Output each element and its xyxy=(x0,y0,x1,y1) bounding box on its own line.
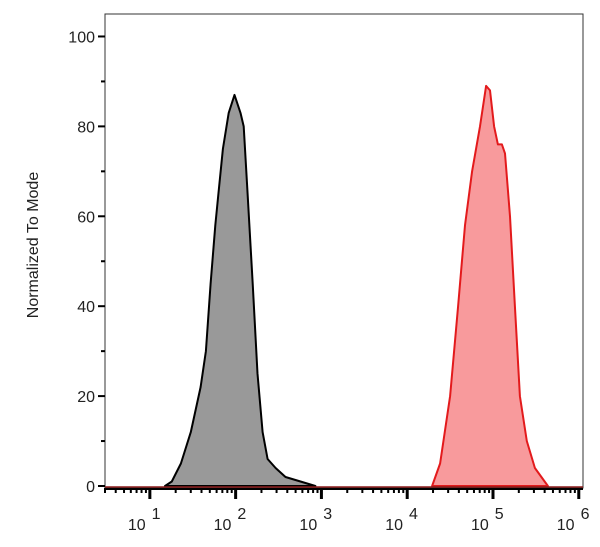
x-tick-exponent: 4 xyxy=(409,506,418,523)
x-tick-base: 10 xyxy=(385,517,403,534)
x-tick-exponent: 5 xyxy=(495,506,504,523)
x-tick-base: 10 xyxy=(128,517,146,534)
x-tick-label: 10 2 xyxy=(214,506,247,534)
y-tick-label: 60 xyxy=(77,209,95,226)
x-tick-label: 10 5 xyxy=(471,506,504,534)
y-tick-label: 0 xyxy=(86,479,95,496)
y-tick-label: 20 xyxy=(77,389,95,406)
y-tick-label: 40 xyxy=(77,299,95,316)
x-tick-exponent: 2 xyxy=(237,506,246,523)
x-tick-base: 10 xyxy=(214,517,232,534)
y-axis-label: Normalized To Mode xyxy=(25,172,42,319)
x-tick-label: 10 3 xyxy=(299,506,332,534)
histogram-series-1 xyxy=(431,84,549,487)
y-tick-label: 100 xyxy=(68,29,95,46)
x-tick-exponent: 6 xyxy=(581,506,590,523)
x-tick-exponent: 1 xyxy=(152,506,161,523)
histogram-series-0 xyxy=(163,93,317,487)
x-tick-exponent: 3 xyxy=(323,506,332,523)
x-tick-label: 10 6 xyxy=(557,506,590,534)
y-tick-label: 80 xyxy=(77,119,95,136)
x-tick-label: 10 4 xyxy=(385,506,418,534)
x-tick-base: 10 xyxy=(471,517,489,534)
x-tick-base: 10 xyxy=(557,517,575,534)
x-tick-label: 10 1 xyxy=(128,506,161,534)
x-tick-base: 10 xyxy=(299,517,317,534)
